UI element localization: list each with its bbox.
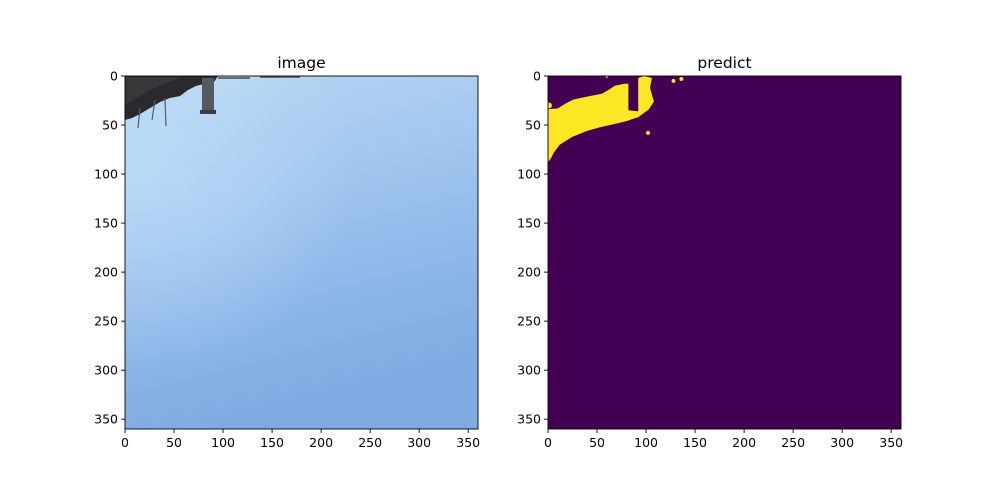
image-y-ticks: 0 50 100 150 200 250 300 350: [94, 69, 125, 427]
image-x-ticks: 0 50 100 150 200 250 300 350: [121, 429, 480, 450]
image-y-tick-label: 100: [94, 167, 118, 182]
mask-speck: [679, 76, 684, 81]
predict-y-tick-label: 200: [517, 265, 541, 280]
sky-glow: [125, 76, 478, 429]
predict-x-tick-label: 100: [634, 435, 658, 450]
dark-foliage: [125, 76, 180, 104]
predict-x-tick-label: 250: [781, 435, 805, 450]
mask-speck: [671, 78, 676, 83]
predict-x-tick-label: 300: [830, 435, 854, 450]
mask-speck: [646, 130, 650, 135]
image-y-tick-label: 200: [94, 265, 118, 280]
mask-speck: [548, 102, 552, 109]
image-photo: [125, 76, 478, 429]
predict-x-tick-label: 0: [544, 435, 552, 450]
image-x-tick-label: 200: [309, 435, 333, 450]
image-frame: [124, 75, 479, 430]
predict-x-ticks: 0 50 100 150 200 250 300 350: [544, 429, 903, 450]
image-y-tick-label: 150: [94, 216, 118, 231]
predict-axes: predict 0 50 100 150 200 250 300 350 0 50 100 150 2…: [517, 54, 903, 450]
image-x-tick-label: 300: [407, 435, 431, 450]
image-x-tick-label: 0: [121, 435, 129, 450]
predict-x-tick-label: 50: [589, 435, 605, 450]
mask-specks: [548, 76, 684, 135]
branch-strand: [137, 97, 167, 129]
image-x-tick-label: 100: [211, 435, 235, 450]
image-y-tick-label: 250: [94, 314, 118, 329]
predict-x-tick-label: 150: [683, 435, 707, 450]
top-edge-lines: [218, 76, 300, 79]
pole-cap: [200, 110, 216, 114]
image-y-tick-label: 0: [110, 69, 118, 84]
predict-x-tick-label: 350: [879, 435, 903, 450]
image-x-tick-label: 350: [456, 435, 480, 450]
predict-y-tick-label: 300: [517, 363, 541, 378]
image-x-tick-label: 250: [358, 435, 382, 450]
image-x-tick-label: 50: [166, 435, 182, 450]
predict-y-tick-label: 350: [517, 412, 541, 427]
image-axes: image 0 50 100 150 200 250 300 350 0 50 100 150 200…: [94, 54, 480, 450]
predict-title: predict: [697, 54, 751, 72]
predict-y-tick-label: 250: [517, 314, 541, 329]
predict-mask: [548, 76, 901, 429]
image-x-tick-label: 150: [260, 435, 284, 450]
image-title: image: [277, 54, 325, 72]
pole: [202, 78, 214, 114]
predict-y-ticks: 0 50 100 150 200 250 300 350: [517, 69, 548, 427]
image-y-tick-label: 350: [94, 412, 118, 427]
mask-speck: [605, 76, 608, 78]
predict-frame: [547, 75, 902, 430]
predict-y-tick-label: 150: [517, 216, 541, 231]
predict-y-tick-label: 50: [525, 118, 541, 133]
predict-x-tick-label: 200: [732, 435, 756, 450]
image-y-tick-label: 50: [102, 118, 118, 133]
mask-background: [548, 76, 901, 429]
predict-y-tick-label: 0: [533, 69, 541, 84]
predict-y-tick-label: 100: [517, 167, 541, 182]
image-y-tick-label: 300: [94, 363, 118, 378]
mask-foreground: [548, 76, 654, 163]
